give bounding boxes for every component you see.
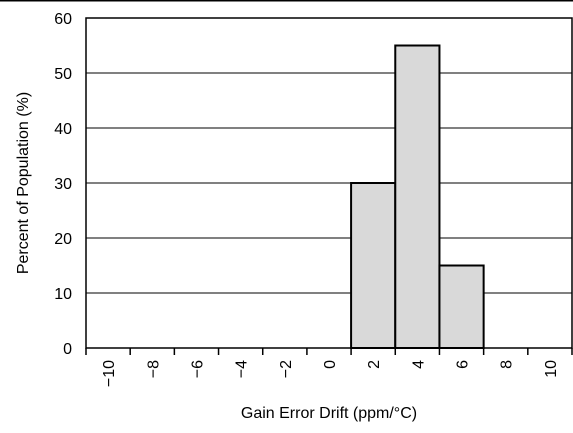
gridlines (86, 72, 572, 294)
top-border-line (0, 0, 573, 2)
y-ticks: 0 10 20 30 40 50 60 (54, 11, 72, 358)
bar-1 (394, 44, 441, 349)
x-tick-label: 2 (366, 360, 383, 369)
bar-2 (438, 264, 485, 349)
x-tick-label: −4 (234, 360, 251, 378)
x-tick-label: −2 (278, 360, 295, 378)
y-tick-label: 20 (54, 231, 72, 248)
y-tick-label: 40 (54, 121, 72, 138)
x-tick-label: −10 (101, 360, 118, 387)
y-tick-label: 30 (54, 176, 72, 193)
x-tick-label: −6 (189, 360, 206, 378)
bar-0 (350, 182, 397, 349)
y-tick-label: 50 (54, 66, 72, 83)
x-tick-label: 4 (410, 360, 427, 369)
x-ticks: −10 −8 −6 −4 −2 0 2 4 6 8 10 (85, 348, 573, 387)
y-axis-title: Percent of Population (%) (15, 92, 32, 274)
y-tick-label: 60 (54, 11, 72, 28)
y-tick-label: 10 (54, 286, 72, 303)
x-tick-label: −8 (145, 360, 162, 378)
plot-frame (85, 17, 573, 349)
x-axis-title: Gain Error Drift (ppm/°C) (241, 405, 417, 422)
x-tick-label: 8 (499, 360, 516, 369)
y-tick-label: 0 (63, 341, 72, 358)
x-tick-label: 10 (543, 360, 560, 378)
bars (350, 44, 485, 349)
x-tick-label: 6 (455, 360, 472, 369)
x-tick-label: 0 (322, 360, 339, 369)
